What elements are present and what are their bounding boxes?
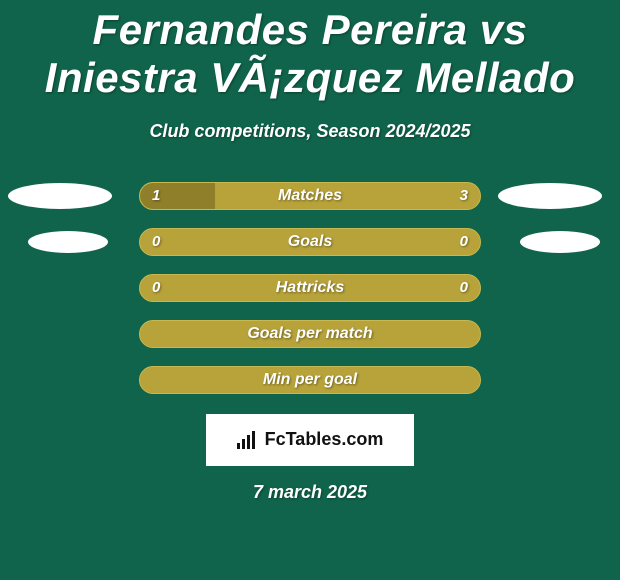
logo-text: FcTables.com — [265, 429, 384, 450]
bar-fill-right — [140, 367, 480, 393]
bar-fill-right — [140, 275, 480, 301]
bar-fill-left — [140, 183, 215, 209]
stat-row-goals: 0 Goals 0 — [0, 228, 620, 256]
player-oval-left — [8, 183, 112, 209]
stat-bar: Min per goal — [139, 366, 481, 394]
player-oval-left — [28, 231, 108, 253]
stat-row-min-per-goal: Min per goal — [0, 366, 620, 394]
logo-box: FcTables.com — [206, 414, 414, 466]
comparison-infographic: Fernandes Pereira vs Iniestra VÃ¡zquez M… — [0, 0, 620, 580]
player-oval-right — [498, 183, 602, 209]
stat-bar: 0 Goals 0 — [139, 228, 481, 256]
page-title: Fernandes Pereira vs Iniestra VÃ¡zquez M… — [0, 0, 620, 103]
bar-fill-right — [140, 321, 480, 347]
stat-rows: 1 Matches 3 0 Goals 0 0 Hattricks — [0, 182, 620, 394]
stat-row-matches: 1 Matches 3 — [0, 182, 620, 210]
stat-row-goals-per-match: Goals per match — [0, 320, 620, 348]
stat-bar: Goals per match — [139, 320, 481, 348]
stat-bar: 1 Matches 3 — [139, 182, 481, 210]
stat-row-hattricks: 0 Hattricks 0 — [0, 274, 620, 302]
bar-chart-icon — [237, 431, 259, 449]
player-oval-right — [520, 231, 600, 253]
stat-bar: 0 Hattricks 0 — [139, 274, 481, 302]
date-label: 7 march 2025 — [0, 482, 620, 503]
bar-fill-right — [140, 229, 480, 255]
subtitle: Club competitions, Season 2024/2025 — [0, 121, 620, 142]
bar-fill-right — [215, 183, 480, 209]
